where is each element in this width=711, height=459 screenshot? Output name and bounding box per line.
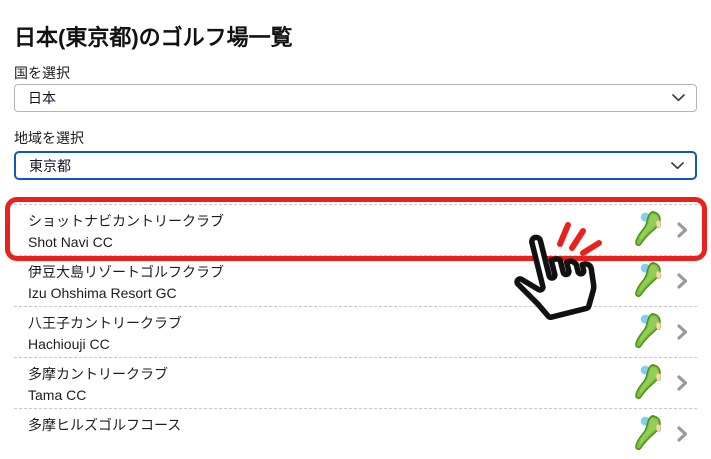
course-name-en: Hachiouji CC	[28, 336, 110, 352]
chevron-right-icon	[677, 426, 688, 442]
course-name-ja: 八王子カントリークラブ	[28, 315, 182, 331]
course-names: 伊豆大島リゾートゴルフクラブ Izu Ohshima Resort GC	[28, 262, 637, 303]
page-title: 日本(東京都)のゴルフ場一覧	[14, 24, 293, 50]
country-select-value: 日本	[28, 90, 56, 106]
golf-green-icon	[635, 364, 661, 399]
course-names: 多摩カントリークラブ Tama CC	[28, 364, 637, 405]
country-select-label: 国を選択	[14, 65, 70, 81]
region-select[interactable]: 東京都	[14, 151, 697, 180]
course-name-ja: 伊豆大島リゾートゴルフクラブ	[28, 264, 224, 280]
course-row[interactable]: 多摩カントリークラブ Tama CC	[14, 357, 697, 408]
region-select-value: 東京都	[29, 157, 71, 174]
course-list: ショットナビカントリークラブ Shot Navi CC 伊豆大島リゾートゴルフクラ…	[14, 204, 697, 459]
country-select[interactable]: 日本	[14, 84, 697, 112]
golf-green-icon	[635, 415, 661, 450]
course-name-ja: 多摩ヒルズゴルフコース	[28, 417, 182, 433]
course-names: 多摩ヒルズゴルフコース	[28, 415, 637, 436]
golf-green-icon	[635, 313, 661, 348]
chevron-down-icon	[671, 161, 684, 169]
chevron-right-icon	[677, 273, 688, 289]
course-name-en: Shot Navi CC	[28, 234, 113, 250]
course-row[interactable]: 八王子カントリークラブ Hachiouji CC	[14, 306, 697, 357]
course-name-ja: ショットナビカントリークラブ	[28, 213, 224, 229]
course-name-ja: 多摩カントリークラブ	[28, 366, 168, 382]
chevron-right-icon	[677, 222, 688, 238]
course-row[interactable]: 多摩ヒルズゴルフコース	[14, 408, 697, 459]
golf-green-icon	[635, 211, 661, 246]
course-names: 八王子カントリークラブ Hachiouji CC	[28, 313, 637, 354]
region-select-label: 地域を選択	[14, 130, 84, 146]
course-name-en: Izu Ohshima Resort GC	[28, 285, 177, 301]
course-names: ショットナビカントリークラブ Shot Navi CC	[28, 211, 637, 252]
chevron-right-icon	[677, 375, 688, 391]
course-row[interactable]: 伊豆大島リゾートゴルフクラブ Izu Ohshima Resort GC	[14, 255, 697, 306]
chevron-down-icon	[672, 94, 685, 102]
chevron-right-icon	[677, 324, 688, 340]
course-row[interactable]: ショットナビカントリークラブ Shot Navi CC	[14, 204, 697, 255]
golf-green-icon	[635, 262, 661, 297]
course-name-en: Tama CC	[28, 387, 87, 403]
